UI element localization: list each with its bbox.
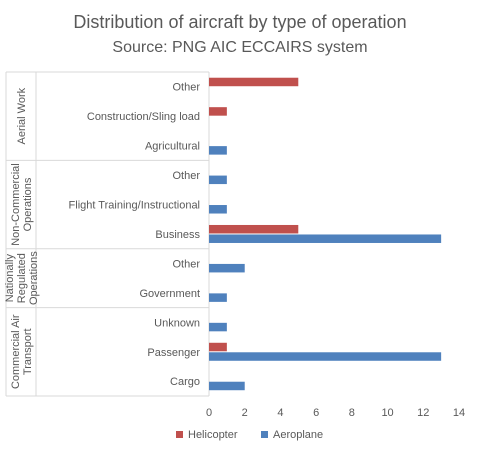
- group-label: Aerial Work: [16, 87, 28, 144]
- category-label: Government: [139, 288, 200, 300]
- category-label: Construction/Sling load: [87, 111, 200, 123]
- legend: Helicopter Aeroplane: [176, 429, 323, 441]
- group-label: Non-CommercialOperations: [10, 163, 34, 246]
- x-tick-label: 0: [206, 407, 212, 419]
- bar-aeroplane: [209, 322, 227, 332]
- x-tick-label: 8: [349, 407, 355, 419]
- category-label: Other: [172, 170, 200, 182]
- group-label-line: Nationally: [4, 254, 16, 303]
- bar-aeroplane: [209, 381, 245, 391]
- chart-subtitle: Source: PNG AIC ECCAIRS system: [112, 39, 367, 56]
- x-tick-label: 6: [313, 407, 319, 419]
- bar-helicopter: [209, 224, 299, 234]
- bar-aeroplane: [209, 352, 442, 361]
- bar-aeroplane: [209, 234, 442, 243]
- legend-label: Aeroplane: [273, 429, 323, 441]
- group-label: Commercial AirTransport: [10, 314, 34, 389]
- chart-title: Distribution of aircraft by type of oper…: [73, 12, 406, 32]
- x-tick-label: 2: [242, 407, 248, 419]
- category-label: Cargo: [170, 376, 200, 388]
- legend-swatch-aeroplane: [261, 431, 268, 438]
- bar-helicopter: [209, 107, 227, 116]
- bar-aeroplane: [209, 263, 245, 273]
- group-label-line: Operations: [28, 251, 40, 305]
- category-label: Flight Training/Instructional: [69, 200, 200, 212]
- legend-swatch-helicopter: [176, 431, 183, 438]
- category-label: Business: [155, 229, 200, 241]
- category-label: Agricultural: [145, 141, 200, 153]
- bar-aeroplane: [209, 205, 227, 214]
- legend-label: Helicopter: [188, 429, 238, 441]
- x-tick-label: 10: [381, 407, 393, 419]
- x-tick-label: 14: [453, 407, 465, 419]
- category-label: Unknown: [154, 317, 200, 329]
- bar-aeroplane: [209, 293, 227, 302]
- x-tick-label: 12: [417, 407, 429, 419]
- category-label: Other: [172, 82, 200, 94]
- x-tick-label: 4: [277, 407, 283, 419]
- group-label-line: Regulated: [16, 253, 28, 303]
- bar-aeroplane: [209, 146, 227, 155]
- group-label-line: Commercial Air: [10, 314, 22, 389]
- group-label-line: Transport: [22, 328, 34, 375]
- bar-helicopter: [209, 77, 299, 87]
- group-label-line: Operations: [22, 177, 34, 231]
- category-label: Passenger: [147, 347, 200, 359]
- group-label: NationallyRegulatedOperations: [4, 251, 40, 305]
- bar-helicopter: [209, 342, 227, 352]
- bar-aeroplane: [209, 175, 227, 185]
- group-label-line: Non-Commercial: [10, 163, 22, 246]
- category-label: Other: [172, 258, 200, 270]
- group-label-line: Aerial Work: [16, 87, 28, 144]
